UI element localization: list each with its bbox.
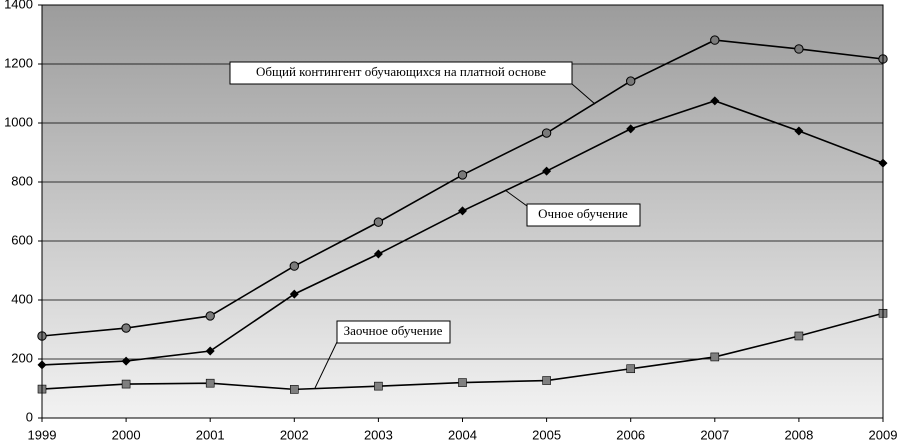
marker	[794, 44, 804, 54]
marker	[373, 217, 384, 227]
y-tick-label: 800	[11, 173, 33, 188]
marker	[458, 206, 467, 216]
x-tick-label: 2003	[364, 427, 393, 442]
x-tick-label: 2000	[112, 427, 141, 442]
y-tick-label: 400	[11, 291, 33, 306]
marker	[626, 76, 636, 86]
marker	[457, 170, 468, 180]
leader-line	[314, 341, 338, 389]
leader-line	[571, 83, 596, 105]
marker	[289, 385, 299, 394]
y-tick-label: 1000	[4, 114, 33, 129]
marker	[121, 356, 131, 366]
marker	[458, 378, 467, 387]
annotation: Очное обучение	[538, 206, 628, 221]
marker	[710, 35, 720, 45]
x-tick-label: 2007	[700, 427, 729, 442]
annotation: Заочное обучение	[344, 323, 443, 338]
y-tick-label: 1200	[4, 55, 33, 70]
marker	[374, 381, 383, 391]
y-tick-label: 1400	[4, 0, 33, 11]
x-tick-label: 2006	[616, 427, 645, 442]
marker	[710, 96, 720, 106]
marker	[121, 379, 131, 389]
marker	[794, 126, 804, 136]
x-tick-label: 2004	[448, 427, 477, 442]
marker	[205, 311, 215, 321]
x-tick-label: 2008	[784, 427, 813, 442]
marker	[205, 346, 215, 356]
marker	[710, 352, 720, 362]
y-tick-label: 0	[26, 409, 33, 424]
x-tick-label: 2005	[532, 427, 561, 442]
x-tick-label: 2009	[869, 427, 898, 442]
annotations: Общий контингент обучающихся на платной …	[229, 61, 641, 389]
annotation-box	[526, 203, 641, 227]
leader-line	[504, 189, 528, 207]
marker	[626, 364, 636, 374]
marker	[373, 249, 383, 259]
marker	[542, 166, 552, 176]
x-tick-label: 1999	[28, 427, 57, 442]
marker	[289, 289, 299, 299]
x-tick-label: 2001	[196, 427, 225, 442]
x-tick-label: 2002	[280, 427, 309, 442]
annotation-box	[336, 320, 451, 344]
annotation: Общий контингент обучающихся на платной …	[256, 64, 546, 79]
marker	[205, 378, 215, 388]
marker	[541, 128, 552, 138]
grid: 0 200 400 600 800 1000 1200 1400 1999 2000 2001 200…	[4, 0, 897, 442]
plot-border	[41, 4, 884, 419]
marker	[289, 261, 299, 271]
y-tick-label: 600	[11, 232, 33, 247]
marker	[794, 331, 804, 341]
y-tick-label: 200	[11, 350, 33, 365]
marker	[542, 376, 551, 385]
marker	[626, 124, 636, 134]
marker	[121, 323, 131, 333]
annotation-box	[229, 61, 573, 85]
